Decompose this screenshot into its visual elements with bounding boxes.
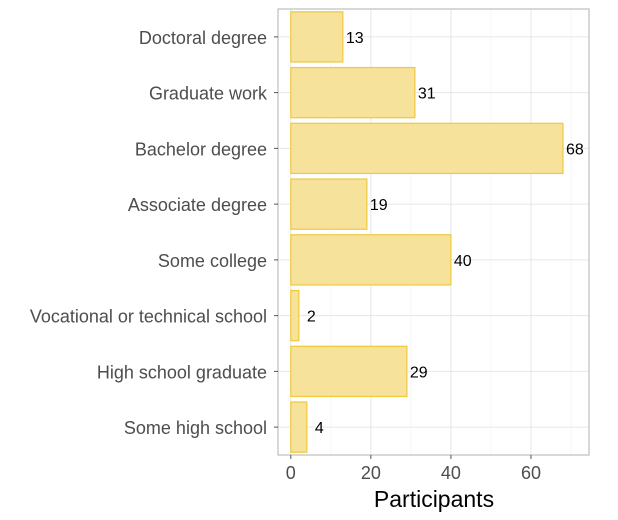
- y-tick-label: Associate degree: [128, 195, 267, 215]
- x-tick-label: 40: [441, 463, 461, 483]
- data-label: 29: [410, 364, 428, 381]
- y-tick-label: High school graduate: [97, 362, 267, 382]
- data-label: 2: [307, 309, 316, 326]
- data-label: 68: [566, 141, 584, 158]
- y-tick-label: Bachelor degree: [135, 139, 267, 159]
- data-label: 4: [315, 420, 324, 437]
- bar: [290, 11, 344, 63]
- bar: [290, 122, 564, 175]
- x-tick-label: 20: [361, 463, 381, 483]
- x-tick-label: 60: [521, 463, 541, 483]
- bar: [290, 66, 416, 119]
- bar: [290, 178, 368, 230]
- x-axis-title: Participants: [374, 486, 494, 512]
- data-label: 13: [346, 30, 364, 47]
- data-label: 40: [454, 253, 472, 270]
- data-label: 19: [370, 197, 388, 214]
- y-tick-label: Some high school: [124, 418, 267, 438]
- y-tick-label: Some college: [158, 251, 267, 271]
- x-tick-labels: 0 20 40 60: [286, 455, 541, 483]
- y-tick-label: Vocational or technical school: [30, 307, 267, 327]
- plot-border: [277, 8, 590, 456]
- x-tick-label: 0: [286, 463, 296, 483]
- y-tick-label: Graduate work: [149, 84, 268, 104]
- bar: [290, 234, 452, 286]
- bar: [290, 401, 308, 453]
- y-tick-labels: Doctoral degree Graduate work Bachelor deg…: [30, 28, 278, 438]
- bars: 13 31 68 19 40 2 29 4: [290, 11, 584, 453]
- y-tick-label: Doctoral degree: [139, 28, 267, 48]
- bar: [290, 289, 300, 342]
- data-label: 31: [418, 86, 436, 103]
- bar: [290, 345, 408, 398]
